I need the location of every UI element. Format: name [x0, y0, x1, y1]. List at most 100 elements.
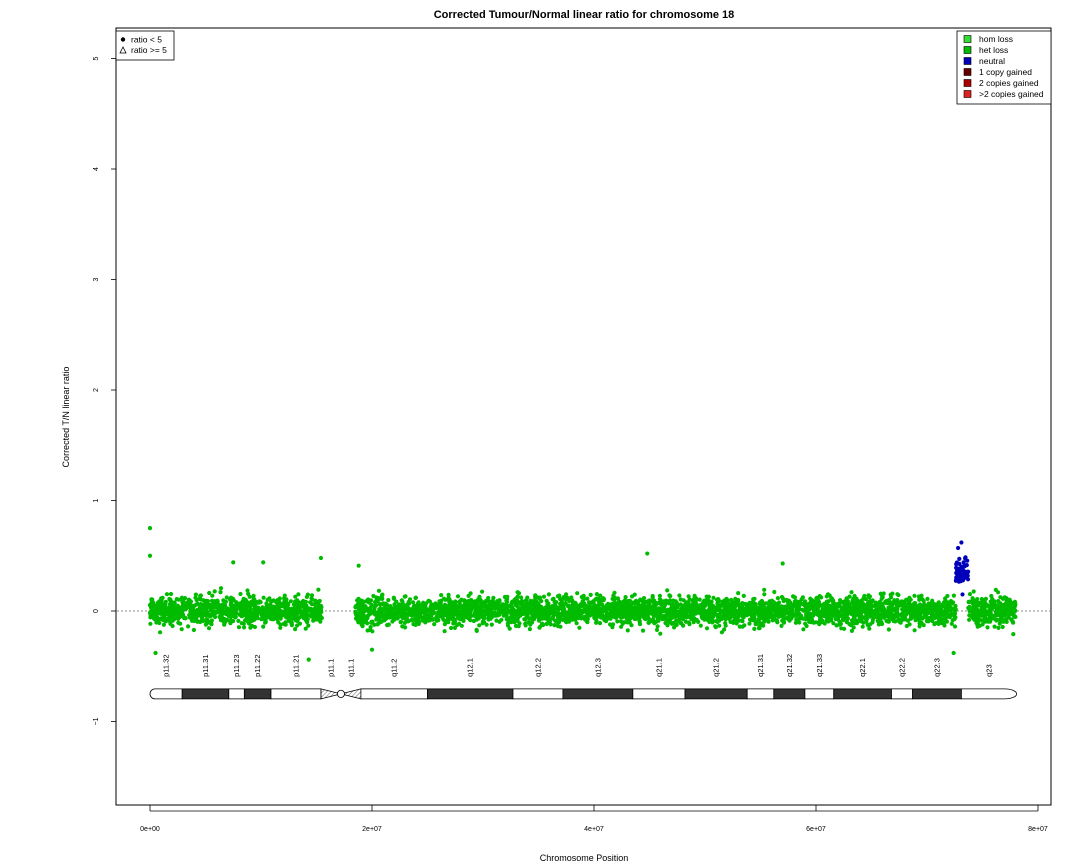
data-point: [775, 596, 781, 601]
data-point: [374, 612, 379, 617]
data-point: [724, 597, 730, 603]
data-point: [316, 587, 321, 592]
data-point: [374, 595, 379, 600]
data-point: [601, 596, 606, 601]
data-point: [439, 593, 444, 598]
data-point: [544, 613, 549, 618]
data-point: [662, 614, 667, 619]
data-point: [402, 594, 407, 599]
data-point: [510, 616, 515, 622]
data-point: [611, 602, 616, 607]
data-point: [293, 594, 298, 599]
data-point: [447, 597, 452, 602]
data-point: [997, 613, 1002, 618]
data-point: [737, 610, 743, 615]
data-point: [220, 607, 225, 612]
ideogram-band-label: q21.31: [756, 654, 765, 677]
data-point: [178, 606, 183, 611]
data-point: [293, 610, 299, 616]
data-point: [514, 597, 519, 602]
data-point: [242, 625, 247, 630]
data-point: [289, 612, 294, 617]
data-point: [576, 612, 582, 618]
data-point: [692, 608, 697, 613]
data-point: [248, 625, 253, 630]
data-point: [444, 612, 449, 617]
data-point: [965, 558, 970, 563]
data-point: [538, 615, 544, 620]
y-tick-label: 5: [93, 56, 100, 60]
data-point: [608, 622, 613, 627]
data-point: [480, 619, 486, 624]
data-point: [308, 609, 313, 614]
data-point: [881, 607, 887, 612]
data-point: [442, 622, 447, 627]
data-point: [400, 601, 405, 606]
data-point: [258, 600, 263, 605]
data-point: [361, 615, 366, 620]
data-point: [1009, 601, 1014, 607]
data-point: [168, 621, 173, 627]
data-point: [996, 625, 1001, 631]
data-point: [985, 618, 990, 623]
data-point: [732, 618, 737, 624]
data-point: [891, 606, 896, 611]
ideogram-band-q22-3: [912, 688, 962, 700]
data-point: [747, 621, 752, 626]
data-point: [374, 617, 379, 622]
data-point: [193, 618, 198, 623]
data-point: [904, 597, 909, 602]
data-point: [576, 603, 582, 609]
data-point: [288, 599, 293, 604]
data-point: [411, 600, 416, 605]
data-point: [252, 597, 257, 602]
data-point: [744, 606, 749, 611]
data-point: [412, 607, 417, 612]
data-point: [413, 622, 418, 628]
data-point: [678, 597, 683, 602]
x-axis-label: Chromosome Position: [540, 853, 629, 863]
data-point: [567, 618, 572, 623]
chromosome-ideogram: p11.32 p11.31 p11.23 p11.22 p11.21 p11.1 q11.1…: [149, 654, 1018, 700]
data-point: [610, 606, 615, 611]
data-point: [780, 561, 785, 566]
ideogram-band-q21-32: [773, 688, 806, 700]
data-point: [837, 619, 842, 624]
data-point: [653, 607, 658, 612]
data-point: [671, 620, 676, 626]
data-point: [646, 606, 651, 611]
y-tick-label: 1: [93, 498, 100, 502]
data-point: [268, 609, 273, 614]
data-point: [783, 616, 789, 621]
ideogram-band-label: q21.1: [654, 658, 663, 677]
data-point: [598, 593, 603, 598]
data-point: [788, 612, 793, 618]
ideogram-band-label: q23: [985, 664, 994, 677]
data-point: [913, 616, 919, 621]
data-point: [761, 604, 766, 609]
data-point: [606, 601, 611, 606]
data-point: [736, 591, 741, 596]
ideogram-band-q22-2: [891, 688, 913, 700]
data-point: [1000, 613, 1005, 618]
data-point: [355, 603, 360, 608]
data-point: [880, 601, 885, 606]
color-legend-item: >2 copies gained: [979, 89, 1044, 99]
data-point: [827, 593, 832, 598]
data-point: [450, 617, 455, 622]
data-point: [667, 609, 672, 615]
data-point: [951, 593, 957, 598]
data-point: [703, 610, 709, 615]
data-point: [722, 603, 727, 609]
data-point: [972, 617, 977, 622]
data-point: [904, 612, 909, 617]
data-point: [161, 617, 166, 623]
data-point: [469, 604, 474, 610]
data-point: [623, 595, 628, 600]
data-point: [283, 613, 288, 618]
data-point: [713, 612, 718, 617]
data-point: [152, 604, 157, 610]
data-point: [261, 624, 266, 629]
data-point: [807, 613, 812, 618]
data-point: [525, 603, 530, 609]
